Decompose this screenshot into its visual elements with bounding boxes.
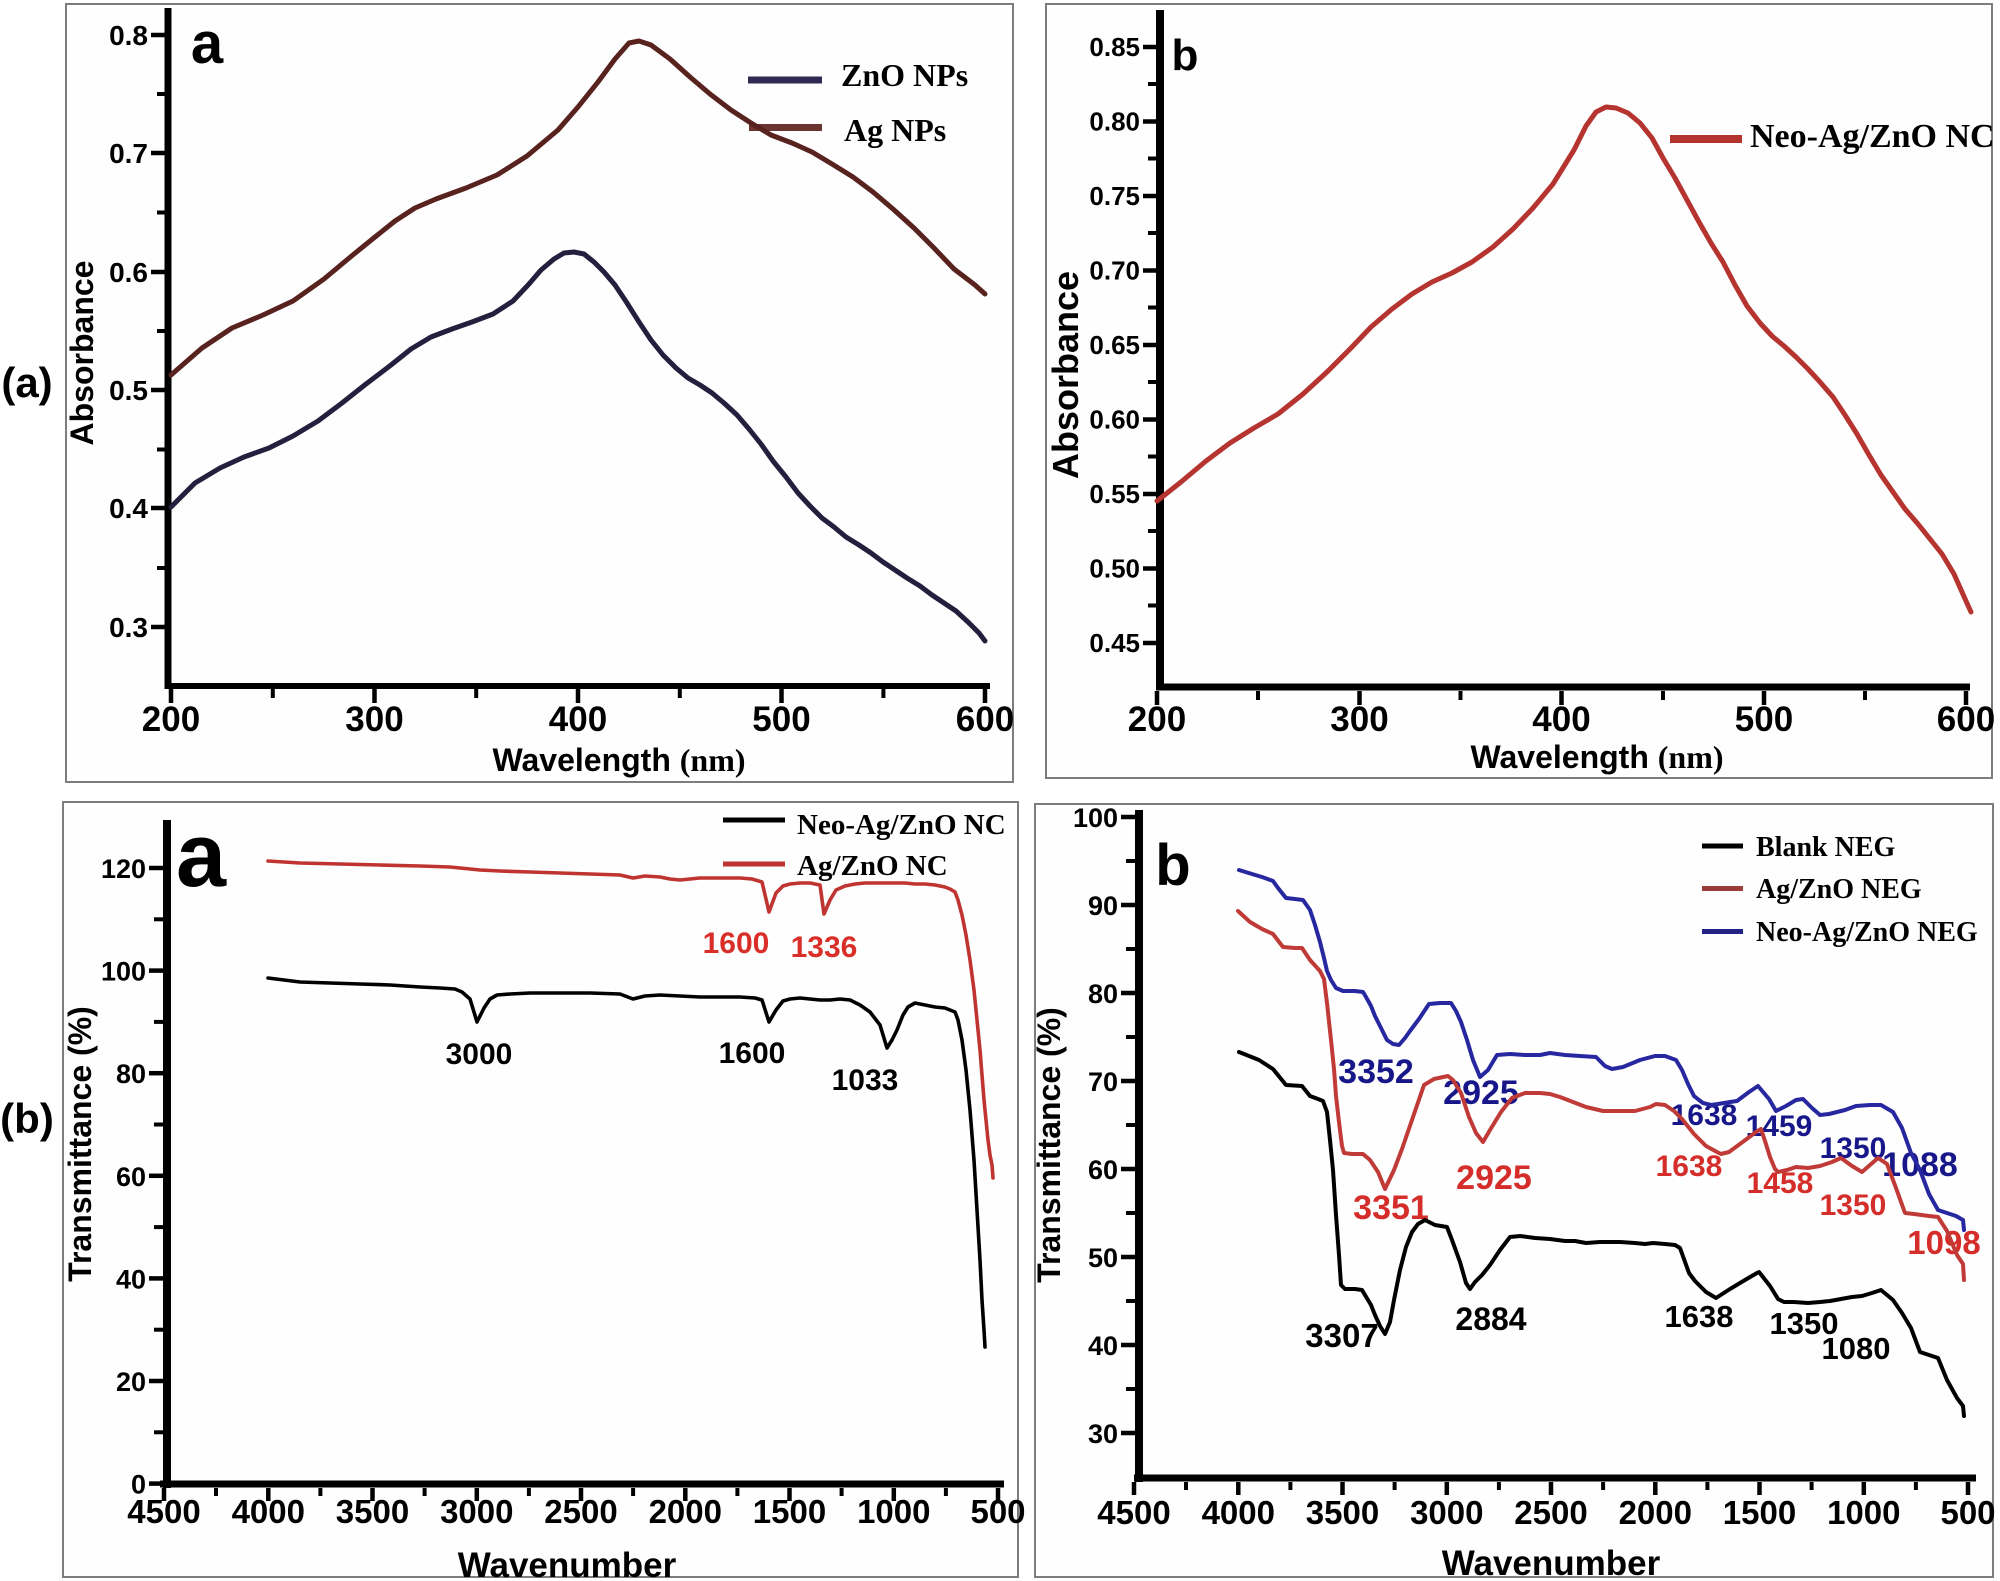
- svg-text:1600: 1600: [719, 1037, 786, 1070]
- svg-text:0.80: 0.80: [1089, 107, 1140, 137]
- svg-text:1098: 1098: [1907, 1224, 1980, 1261]
- svg-text:3500: 3500: [1306, 1494, 1379, 1531]
- svg-text:4000: 4000: [1202, 1494, 1275, 1531]
- svg-text:50: 50: [1088, 1243, 1118, 1273]
- svg-text:1638: 1638: [1665, 1299, 1734, 1334]
- svg-text:4000: 4000: [232, 1493, 305, 1530]
- svg-text:2925: 2925: [1456, 1159, 1532, 1197]
- svg-text:0.45: 0.45: [1089, 628, 1140, 658]
- svg-text:40: 40: [1088, 1331, 1118, 1361]
- svg-text:0.55: 0.55: [1089, 479, 1140, 509]
- svg-text:500: 500: [752, 700, 810, 739]
- svg-text:Neo-Ag/ZnO NC: Neo-Ag/ZnO NC: [797, 809, 1006, 841]
- svg-text:Wavenumber: Wavenumber: [458, 1546, 677, 1581]
- svg-text:Transmittance (%): Transmittance (%): [62, 1006, 98, 1282]
- svg-text:200: 200: [142, 700, 200, 739]
- svg-text:300: 300: [1330, 700, 1388, 739]
- svg-text:3000: 3000: [440, 1493, 513, 1530]
- svg-text:2000: 2000: [1619, 1494, 1692, 1531]
- svg-text:0.8: 0.8: [109, 20, 148, 51]
- svg-text:300: 300: [345, 700, 403, 739]
- svg-text:4500: 4500: [127, 1493, 200, 1530]
- svg-text:3307: 3307: [1305, 1317, 1378, 1354]
- svg-text:120: 120: [101, 854, 146, 884]
- svg-text:500: 500: [1735, 700, 1793, 739]
- svg-text:Neo-Ag/ZnO NEG: Neo-Ag/ZnO NEG: [1756, 917, 1978, 948]
- svg-text:100: 100: [1073, 803, 1118, 833]
- svg-text:1600: 1600: [703, 927, 770, 960]
- svg-text:3500: 3500: [336, 1493, 409, 1530]
- svg-text:0.5: 0.5: [109, 375, 148, 406]
- svg-text:0.60: 0.60: [1089, 405, 1140, 435]
- svg-text:40: 40: [116, 1264, 146, 1294]
- svg-text:0.50: 0.50: [1089, 554, 1140, 584]
- svg-text:2000: 2000: [649, 1493, 722, 1530]
- svg-text:1336: 1336: [791, 931, 858, 964]
- svg-text:80: 80: [1088, 979, 1118, 1009]
- svg-text:100: 100: [101, 957, 146, 987]
- svg-text:b: b: [1172, 31, 1199, 80]
- svg-text:0.85: 0.85: [1089, 32, 1140, 62]
- svg-text:0.3: 0.3: [109, 612, 148, 643]
- svg-text:1459: 1459: [1746, 1110, 1813, 1143]
- svg-text:0.4: 0.4: [109, 493, 148, 524]
- svg-text:500: 500: [1940, 1494, 1995, 1531]
- svg-text:30: 30: [1088, 1419, 1118, 1449]
- svg-text:4500: 4500: [1097, 1494, 1170, 1531]
- svg-text:0.6: 0.6: [109, 257, 148, 288]
- svg-text:1033: 1033: [832, 1064, 899, 1097]
- svg-text:Ag/ZnO NC: Ag/ZnO NC: [797, 850, 948, 882]
- svg-text:0.65: 0.65: [1089, 330, 1140, 360]
- svg-text:1500: 1500: [753, 1493, 826, 1530]
- svg-text:0.7: 0.7: [109, 138, 148, 169]
- svg-text:20: 20: [116, 1367, 146, 1397]
- svg-text:Absorbance: Absorbance: [1045, 271, 1086, 479]
- svg-text:Ag/ZnO NEG: Ag/ZnO NEG: [1756, 874, 1922, 905]
- svg-text:ZnO NPs: ZnO NPs: [841, 57, 968, 93]
- svg-text:2884: 2884: [1455, 1301, 1526, 1337]
- svg-text:Wavenumber: Wavenumber: [1442, 1544, 1661, 1581]
- svg-text:200: 200: [1128, 700, 1186, 739]
- svg-text:Neo-Ag/ZnO NC: Neo-Ag/ZnO NC: [1750, 118, 1995, 155]
- svg-text:Wavelength (nm): Wavelength (nm): [492, 742, 745, 778]
- svg-text:1088: 1088: [1882, 1146, 1958, 1184]
- svg-text:Wavelength (nm): Wavelength (nm): [1470, 739, 1723, 775]
- svg-text:3000: 3000: [446, 1038, 513, 1071]
- svg-text:Blank NEG: Blank NEG: [1756, 832, 1895, 863]
- svg-text:(a): (a): [1, 359, 52, 406]
- svg-text:1638: 1638: [1656, 1150, 1723, 1183]
- svg-text:3000: 3000: [1410, 1494, 1483, 1531]
- svg-text:3351: 3351: [1353, 1189, 1429, 1227]
- svg-text:a: a: [191, 11, 224, 76]
- svg-text:90: 90: [1088, 891, 1118, 921]
- svg-text:3352: 3352: [1338, 1053, 1414, 1091]
- svg-text:400: 400: [1532, 700, 1590, 739]
- svg-text:600: 600: [956, 700, 1014, 739]
- svg-text:600: 600: [1937, 700, 1995, 739]
- svg-text:60: 60: [116, 1162, 146, 1192]
- svg-text:1000: 1000: [857, 1493, 930, 1530]
- svg-text:2500: 2500: [1514, 1494, 1587, 1531]
- svg-text:(b): (b): [0, 1095, 54, 1142]
- svg-text:1080: 1080: [1822, 1331, 1891, 1366]
- svg-text:a: a: [176, 806, 227, 906]
- svg-text:2500: 2500: [544, 1493, 617, 1530]
- svg-text:0.70: 0.70: [1089, 256, 1140, 286]
- svg-text:70: 70: [1088, 1067, 1118, 1097]
- svg-text:60: 60: [1088, 1155, 1118, 1185]
- svg-text:Transmittance (%): Transmittance (%): [1031, 1007, 1067, 1283]
- svg-text:500: 500: [970, 1493, 1025, 1530]
- svg-text:Ag NPs: Ag NPs: [844, 112, 946, 148]
- svg-text:80: 80: [116, 1059, 146, 1089]
- svg-text:1500: 1500: [1723, 1494, 1796, 1531]
- svg-text:1350: 1350: [1770, 1306, 1839, 1341]
- svg-text:1000: 1000: [1827, 1494, 1900, 1531]
- svg-text:b: b: [1155, 833, 1190, 898]
- svg-text:0.75: 0.75: [1089, 181, 1140, 211]
- svg-text:0: 0: [131, 1470, 146, 1500]
- svg-text:400: 400: [549, 700, 607, 739]
- svg-text:Absorbance: Absorbance: [64, 261, 100, 446]
- svg-text:1350: 1350: [1820, 1189, 1887, 1222]
